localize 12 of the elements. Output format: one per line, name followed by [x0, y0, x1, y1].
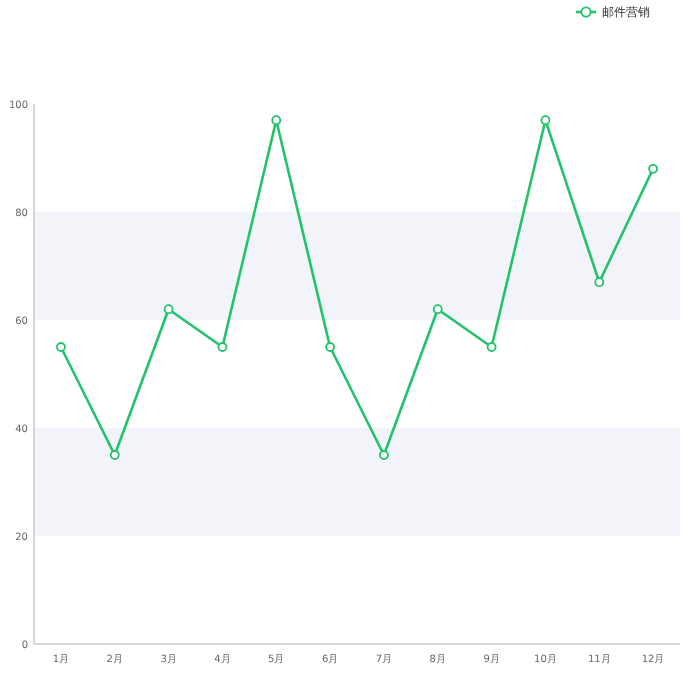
point [163, 304, 174, 315]
point [540, 115, 551, 126]
point [648, 163, 658, 174]
point [217, 342, 228, 352]
point [486, 342, 497, 352]
point [109, 450, 120, 460]
point [271, 115, 282, 126]
point [325, 342, 335, 352]
point [379, 450, 389, 460]
point [56, 342, 66, 352]
point [432, 304, 443, 315]
point [594, 277, 605, 288]
